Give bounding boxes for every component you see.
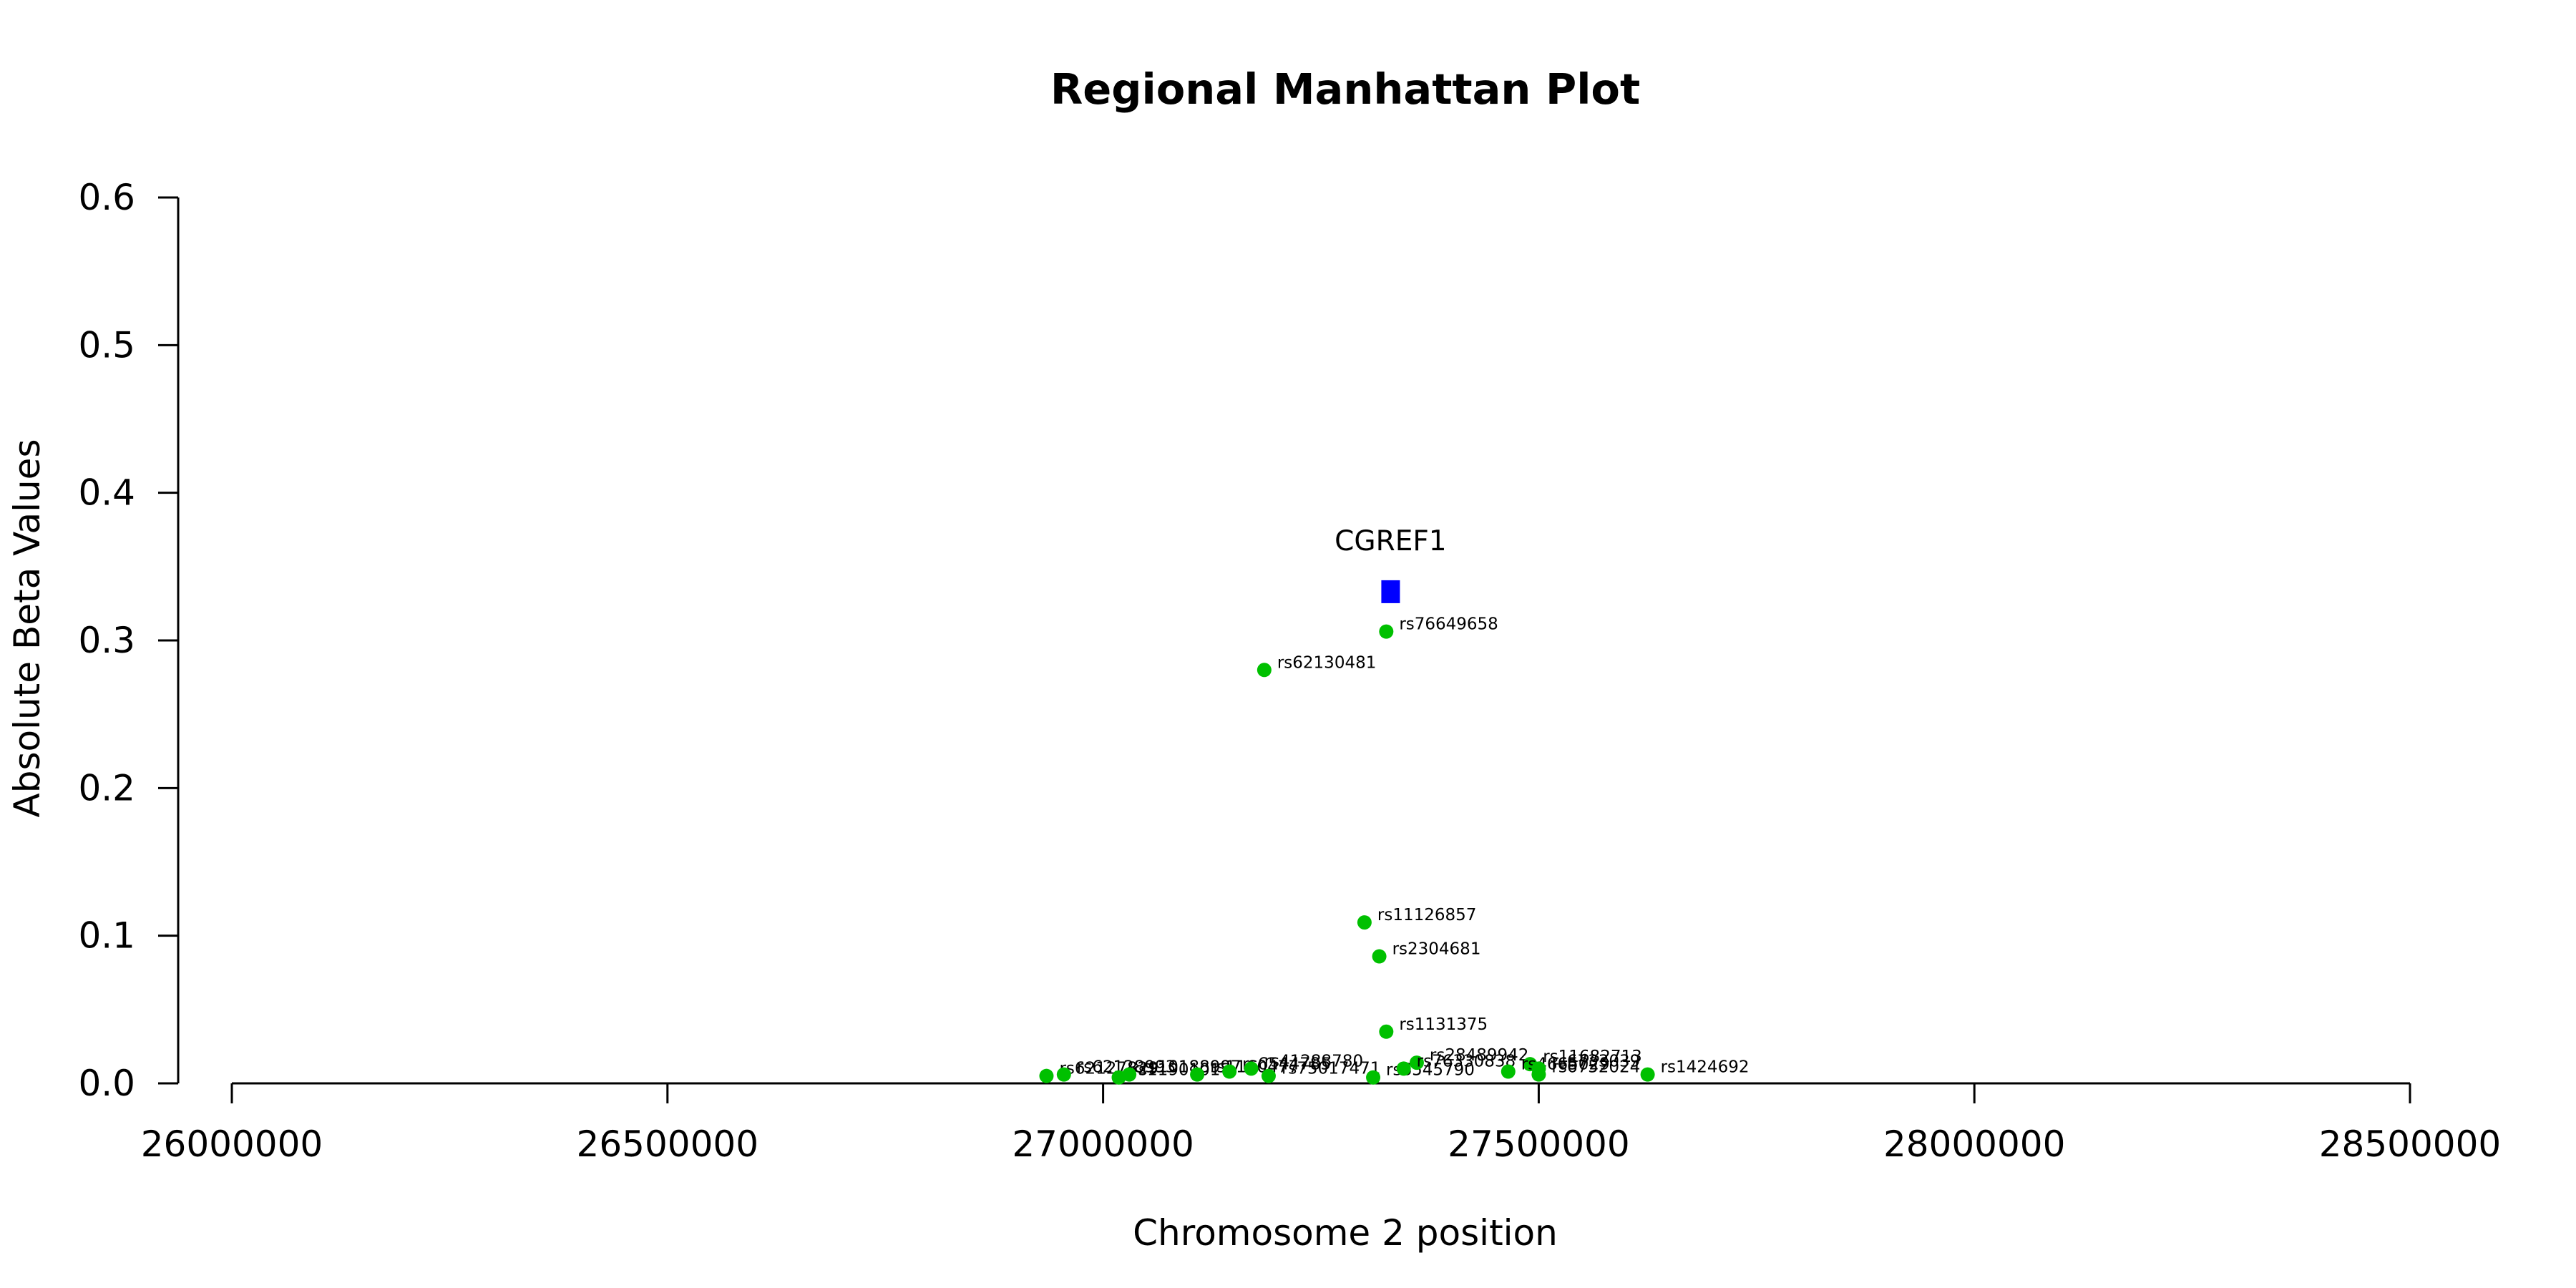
y-tick-label: 0.1 xyxy=(78,915,135,957)
x-tick-label: 26500000 xyxy=(577,1123,759,1165)
x-tick-label: 26000000 xyxy=(141,1123,323,1165)
x-tick-label: 28500000 xyxy=(2319,1123,2502,1165)
snp-label: rs28489942 xyxy=(1430,1046,1529,1065)
snp-point xyxy=(1039,1068,1054,1083)
snp-point xyxy=(1366,1070,1381,1085)
y-tick-label: 0.6 xyxy=(78,177,135,218)
y-tick-label: 0.2 xyxy=(78,767,135,809)
snp-label: rs6752024 xyxy=(1551,1058,1640,1077)
data-points: rs76649658 rs62130481 rs11126857 rs2304681 r… xyxy=(1039,615,1749,1085)
snp-label: rs2304681 xyxy=(1392,940,1481,959)
x-tick-label: 27500000 xyxy=(1448,1123,1630,1165)
snp-point xyxy=(1122,1067,1137,1082)
y-tick-label: 0.3 xyxy=(78,620,135,661)
y-axis-label: Absolute Beta Values xyxy=(6,439,48,818)
snp-point xyxy=(1261,1068,1276,1083)
snp-point xyxy=(1222,1064,1237,1079)
snp-label: rs6733039 xyxy=(1551,1052,1640,1070)
snp-point xyxy=(1396,1061,1411,1076)
snp-point xyxy=(1640,1067,1655,1082)
snp-point xyxy=(1379,1024,1394,1039)
snp-point xyxy=(1409,1055,1424,1070)
snp-point xyxy=(1190,1067,1205,1082)
snp-point xyxy=(1372,949,1387,964)
x-tick-label: 27000000 xyxy=(1012,1123,1194,1165)
y-tick-label: 0.0 xyxy=(78,1063,135,1104)
y-tick-label: 0.4 xyxy=(78,472,135,514)
x-axis-label: Chromosome 2 position xyxy=(1133,1212,1558,1254)
gene-marker-group: CGREF1 xyxy=(1335,525,1447,603)
chart-title: Regional Manhattan Plot xyxy=(1050,64,1640,114)
y-tick-label: 0.5 xyxy=(78,324,135,366)
snp-label: rs11126857 xyxy=(1377,906,1477,924)
snp-point xyxy=(1501,1064,1516,1079)
snp-label: rs1424692 xyxy=(1661,1058,1750,1077)
snp-label: rs41288780 xyxy=(1264,1052,1364,1070)
snp-label: rs11682713 xyxy=(1543,1048,1642,1066)
x-tick-label: 28000000 xyxy=(1883,1123,2066,1165)
snp-point xyxy=(1379,624,1394,639)
snp-point xyxy=(1056,1067,1071,1082)
snp-label: rs62130481 xyxy=(1277,653,1377,672)
snp-label: rs76649658 xyxy=(1399,615,1498,634)
gene-label: CGREF1 xyxy=(1335,525,1446,557)
snp-label: rs1131375 xyxy=(1399,1015,1488,1034)
snp-point xyxy=(1257,663,1272,678)
gene-marker xyxy=(1381,580,1400,603)
snp-point xyxy=(1357,915,1372,930)
snp-point xyxy=(1244,1061,1259,1076)
snp-point xyxy=(1531,1067,1546,1082)
snp-label: rs11901017 xyxy=(1132,1061,1231,1080)
snp-label: rs62127829 xyxy=(1059,1060,1158,1078)
axes: 26000000 26500000 27000000 27500000 28000000… xyxy=(78,177,2501,1165)
snp-label: rs76330838 xyxy=(1417,1052,1516,1070)
snp-label: rs75017471 xyxy=(1282,1060,1381,1078)
